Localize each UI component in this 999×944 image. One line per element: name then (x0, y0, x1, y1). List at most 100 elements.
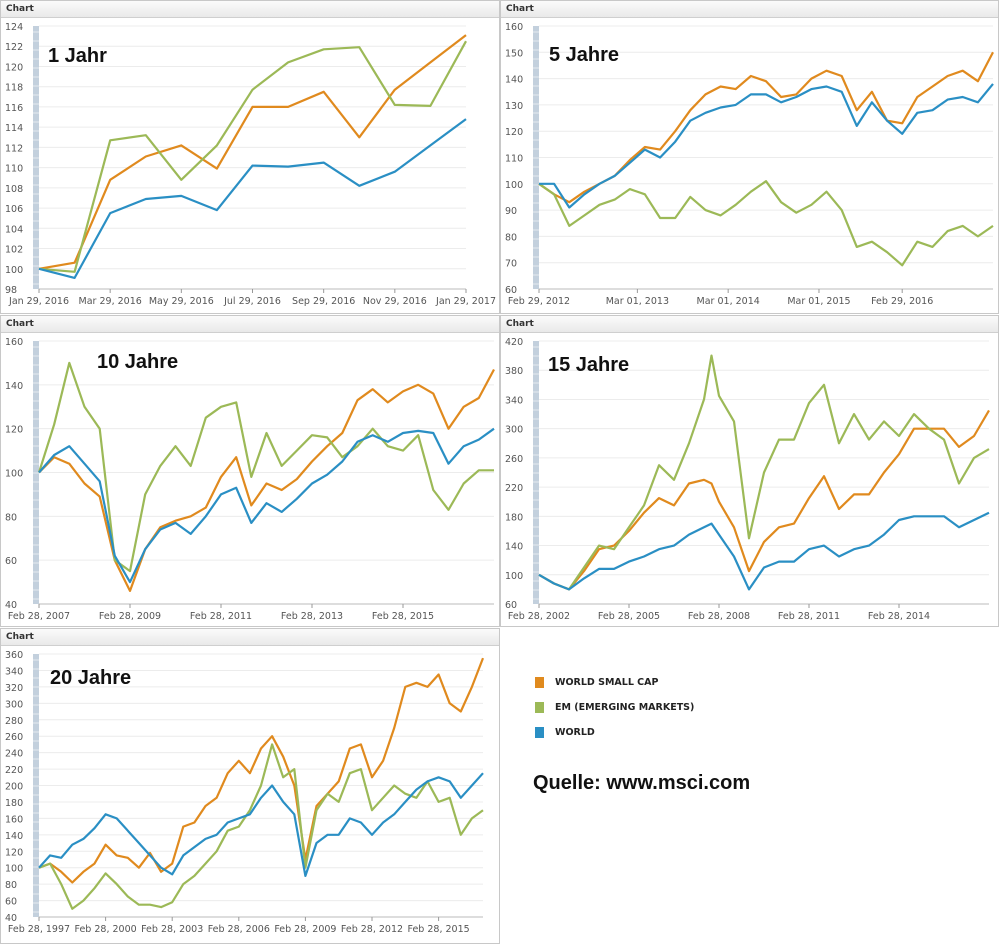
legend-item-world: WORLD (535, 720, 694, 745)
series-line-world-small-cap (38, 34, 467, 270)
series-line-em (37, 361, 494, 573)
x-tick-label: Feb 28, 2009 (99, 611, 161, 622)
y-tick-label: 300 (5, 699, 23, 710)
y-tick-label: 160 (5, 814, 23, 825)
y-tick-label: 104 (5, 224, 23, 235)
x-tick-label: Mar 29, 2016 (79, 296, 142, 307)
period-label: 10 Jahre (97, 351, 179, 373)
chart-panel: Chart 60 100 140 180 220 260 300 340 380 420 Feb 28… (500, 315, 999, 627)
period-label: 15 Jahre (548, 354, 630, 376)
period-label: 20 Jahre (50, 667, 132, 689)
y-tick-label: 160 (5, 337, 23, 348)
x-tick-label: Feb 28, 2008 (688, 611, 750, 622)
y-tick-label: 140 (5, 831, 23, 842)
y-tick-label: 108 (5, 184, 23, 195)
x-tick-label: Mar 01, 2015 (787, 296, 850, 307)
line-chart: 98 100 102 104 106 108 110 112 114 116 118 120 122 12… (5, 22, 496, 307)
y-tick-label: 150 (505, 48, 523, 59)
x-tick-label: Feb 28, 2009 (274, 924, 336, 935)
series-line-world (539, 83, 994, 209)
chart-panel: Chart 98 100 102 104 106 108 110 112 114 116 118 120… (0, 0, 500, 314)
y-tick-label: 280 (5, 716, 23, 727)
x-tick-label: Feb 28, 2012 (341, 924, 403, 935)
legend-item-world-small-cap: WORLD SMALL CAP (535, 670, 694, 695)
source-note: Quelle: www.msci.com (533, 772, 751, 794)
y-tick-label: 60 (505, 285, 517, 296)
legend-swatch (535, 702, 544, 713)
line-chart: 40 60 80 100 120 140 160 180 200 220 240 260 280 300 3… (5, 650, 485, 935)
period-label: 5 Jahre (549, 44, 620, 66)
legend-swatch (535, 677, 544, 688)
chart-panel: Chart 60 70 80 90 100 110 120 130 140 150 160 Feb 29… (500, 0, 999, 314)
y-tick-label: 114 (5, 123, 23, 134)
x-tick-label: Feb 28, 2005 (598, 611, 660, 622)
x-tick-label: Mar 01, 2013 (606, 296, 669, 307)
y-tick-label: 120 (505, 127, 523, 138)
y-tick-label: 118 (5, 83, 23, 94)
series-line-world (38, 772, 484, 877)
y-tick-label: 80 (505, 232, 517, 243)
y-tick-label: 120 (5, 425, 23, 436)
y-tick-label: 122 (5, 42, 23, 53)
y-tick-label: 260 (505, 454, 523, 465)
y-tick-label: 80 (5, 880, 17, 891)
x-tick-label: Feb 28, 1997 (8, 924, 70, 935)
y-tick-label: 260 (5, 732, 23, 743)
series-line-world-small-cap (38, 368, 495, 592)
y-tick-label: 100 (5, 265, 23, 276)
period-label: 1 Jahr (48, 45, 107, 67)
y-tick-label: 60 (5, 556, 17, 567)
y-tick-label: 100 (505, 180, 523, 191)
y-tick-label: 110 (5, 164, 23, 175)
y-tick-label: 80 (5, 512, 17, 523)
y-tick-label: 160 (505, 22, 523, 33)
y-tick-label: 200 (5, 782, 23, 793)
x-tick-label: May 29, 2016 (149, 296, 214, 307)
y-tick-label: 116 (5, 103, 23, 114)
x-tick-label: Mar 01, 2014 (697, 296, 760, 307)
y-tick-label: 102 (5, 245, 23, 256)
line-chart: 60 100 140 180 220 260 300 340 380 420 Feb 28, 200… (505, 337, 990, 622)
x-tick-label: Jan 29, 2016 (8, 296, 69, 307)
y-tick-label: 340 (505, 395, 523, 406)
series-line-world (38, 118, 467, 279)
y-tick-label: 240 (5, 749, 23, 760)
y-tick-label: 100 (5, 864, 23, 875)
y-tick-label: 106 (5, 204, 23, 215)
y-tick-label: 60 (5, 897, 17, 908)
x-tick-label: Nov 29, 2016 (363, 296, 427, 307)
x-tick-label: Feb 28, 2003 (141, 924, 203, 935)
series-line-world (538, 511, 990, 591)
panel-header: Chart (501, 1, 998, 18)
x-tick-label: Feb 28, 2000 (75, 924, 137, 935)
x-tick-label: Feb 29, 2016 (871, 296, 933, 307)
series-line-em (38, 40, 467, 273)
series-line-em (538, 180, 994, 267)
chart-panel: Chart 40 60 80 100 120 140 160 Feb 28, 2007 Feb 2… (0, 315, 500, 627)
series-line-world-small-cap (538, 409, 990, 591)
y-tick-label: 120 (5, 62, 23, 73)
y-tick-label: 220 (5, 765, 23, 776)
legend-swatch (535, 727, 544, 738)
series-line-em (38, 743, 484, 910)
x-tick-label: Feb 29, 2012 (508, 296, 570, 307)
x-tick-label: Jan 29, 2017 (435, 296, 496, 307)
y-tick-label: 120 (5, 847, 23, 858)
x-tick-label: Feb 28, 2015 (408, 924, 470, 935)
y-tick-label: 420 (505, 337, 523, 348)
y-tick-label: 300 (505, 425, 523, 436)
series-line-world (38, 427, 495, 584)
x-tick-label: Feb 28, 2002 (508, 611, 570, 622)
y-tick-label: 140 (505, 542, 523, 553)
y-tick-label: 100 (5, 469, 23, 480)
y-tick-label: 40 (5, 600, 17, 611)
chart-panel: Chart 40 60 80 100 120 140 160 180 200 220 240 260 28… (0, 628, 500, 944)
y-tick-label: 100 (505, 571, 523, 582)
y-tick-label: 90 (505, 206, 517, 217)
y-tick-label: 98 (5, 285, 17, 296)
y-tick-label: 110 (505, 154, 523, 165)
y-tick-label: 112 (5, 143, 23, 154)
line-chart: 40 60 80 100 120 140 160 Feb 28, 2007 Feb 28, 20… (5, 337, 495, 622)
y-tick-label: 360 (5, 650, 23, 661)
y-tick-label: 124 (5, 22, 23, 33)
